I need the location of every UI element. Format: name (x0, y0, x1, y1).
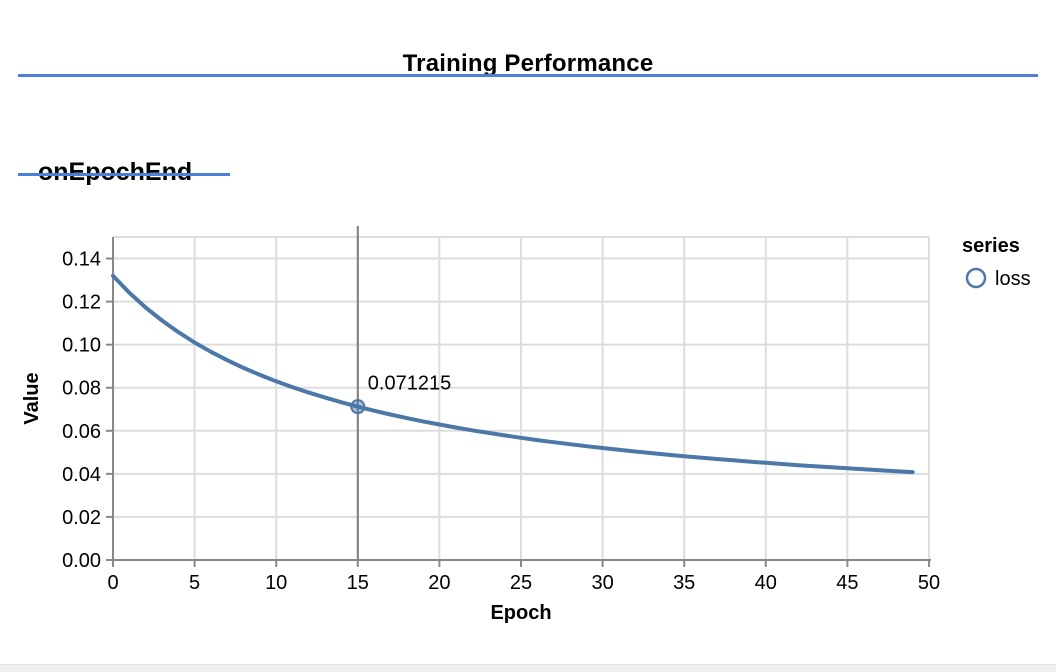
tooltip-value: 0.071215 (368, 373, 451, 395)
title-underline (18, 74, 1038, 77)
next-panel-edge (0, 664, 1056, 672)
x-tick-label: 50 (918, 572, 940, 594)
section-underline (18, 173, 230, 176)
x-tick-label: 5 (189, 572, 200, 594)
x-tick-label: 45 (836, 572, 858, 594)
legend-label: loss (995, 268, 1031, 290)
x-axis-title: Epoch (490, 602, 551, 624)
x-tick-label: 0 (107, 572, 118, 594)
page-title: Training Performance (402, 50, 654, 78)
x-tick-label: 35 (673, 572, 695, 594)
y-tick-label: 0.12 (62, 292, 101, 314)
legend-circle-icon (965, 267, 987, 289)
plot-area[interactable] (113, 237, 929, 560)
x-tick-label: 40 (755, 572, 777, 594)
y-axis-title: Value (21, 372, 43, 424)
legend-title: series (962, 235, 1020, 257)
y-tick-label: 0.04 (62, 464, 101, 486)
x-tick-label: 10 (265, 572, 287, 594)
x-tick-label: 30 (591, 572, 613, 594)
loss-line (111, 273, 915, 475)
y-tick-label: 0.00 (62, 550, 101, 572)
hovered-point-marker (350, 399, 366, 415)
y-tick-label: 0.02 (62, 507, 101, 529)
y-tick-label: 0.10 (62, 335, 101, 357)
x-tick-label: 15 (347, 572, 369, 594)
y-tick-label: 0.06 (62, 421, 101, 443)
x-tick-label: 25 (510, 572, 532, 594)
x-tick-label: 20 (428, 572, 450, 594)
y-tick-label: 0.14 (62, 249, 101, 271)
y-tick-label: 0.08 (62, 378, 101, 400)
section-heading-onepochend: onEpochEnd (38, 157, 193, 186)
